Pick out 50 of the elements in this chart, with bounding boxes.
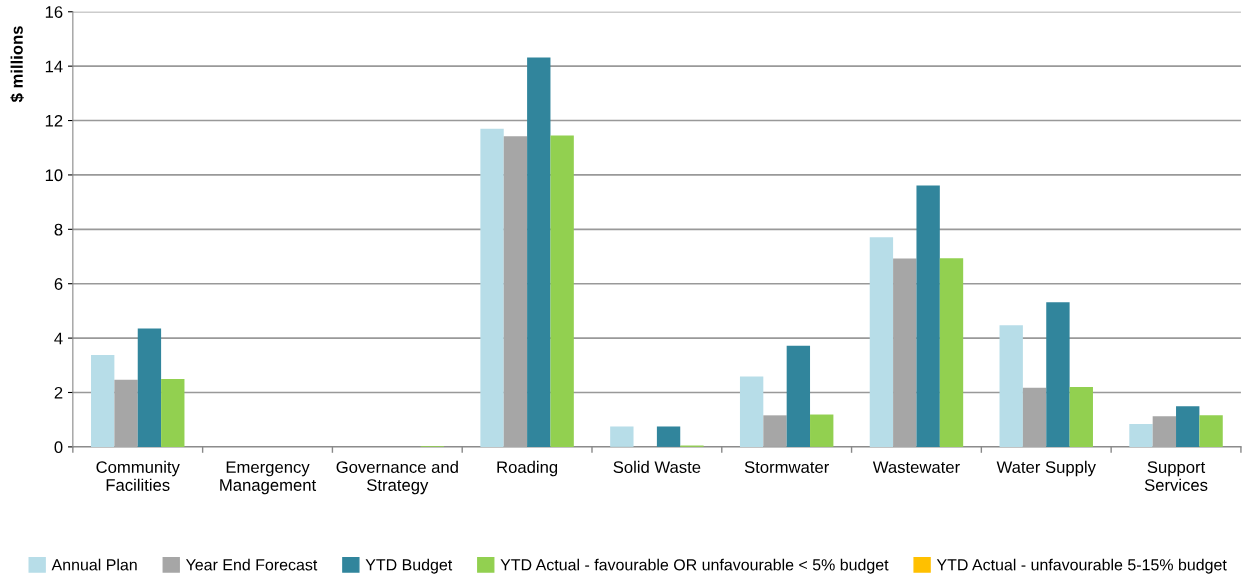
- bar: [893, 258, 917, 447]
- x-tick-label: Emergency Management: [220, 461, 317, 495]
- bar: [763, 415, 787, 447]
- bar: [610, 426, 634, 447]
- x-tick-label: Community Facilities: [96, 460, 180, 491]
- legend-label: YTD Actual - favourable OR unfavourable < 5% budget: [500, 558, 889, 574]
- y-tick-label: 2: [54, 386, 63, 399]
- y-tick-label: 12: [45, 114, 63, 127]
- bar: [656, 426, 681, 447]
- x-tick-label: Stormwater: [744, 461, 829, 474]
- y-tick-label: 0: [54, 441, 63, 454]
- legend-label: Annual Plan: [51, 558, 137, 571]
- x-tick-label: Support Services: [1144, 461, 1208, 491]
- bar: [786, 345, 811, 447]
- bar: [503, 136, 528, 447]
- bar: [1022, 387, 1047, 447]
- bar: [527, 57, 551, 447]
- bar: [916, 185, 940, 447]
- bar: [1069, 387, 1093, 447]
- bar: [1046, 302, 1070, 447]
- y-tick-label: 10: [45, 169, 63, 182]
- bar: [91, 354, 115, 447]
- bar: [161, 378, 185, 447]
- x-tick-label: Solid Waste: [613, 460, 701, 474]
- legend-label: YTD Actual - unfavourable 5-15% budget: [936, 558, 1227, 574]
- y-tick-label: 16: [45, 6, 63, 18]
- y-tick-label: 4: [54, 332, 63, 345]
- y-tick-label: 14: [45, 60, 63, 73]
- y-tick-label: 8: [54, 223, 63, 236]
- bar: [739, 376, 764, 447]
- bar: [480, 128, 504, 447]
- bar: [1129, 424, 1153, 447]
- x-tick-label: Roading: [497, 460, 558, 477]
- bar: [1176, 406, 1200, 447]
- y-tick-label: 6: [54, 278, 63, 290]
- bar: [550, 135, 574, 447]
- legend-label: Year End Forecast: [185, 558, 318, 571]
- bar: [1152, 416, 1177, 447]
- bar: [1199, 415, 1223, 447]
- x-tick-label: Governance and Strategy: [336, 460, 458, 495]
- bar: [999, 325, 1023, 447]
- x-tick-label: Wastewater: [872, 461, 960, 474]
- y-axis-title: $ millions: [10, 26, 24, 103]
- bar: [810, 414, 834, 447]
- bar: [137, 328, 162, 447]
- bar: [939, 258, 964, 447]
- bar: [114, 379, 138, 447]
- legend-label: YTD Budget: [365, 558, 453, 574]
- bar: [869, 237, 894, 447]
- x-tick-label: Water Supply: [996, 460, 1096, 477]
